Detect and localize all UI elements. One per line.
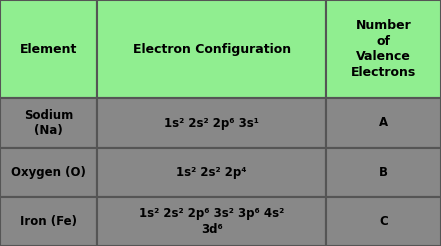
Text: Number
of
Valence
Electrons: Number of Valence Electrons <box>351 19 416 79</box>
Bar <box>0 98 97 148</box>
Text: C: C <box>379 215 388 228</box>
Text: 1s² 2s² 2p⁶ 3s² 3p⁶ 4s²
3d⁶: 1s² 2s² 2p⁶ 3s² 3p⁶ 4s² 3d⁶ <box>139 207 284 236</box>
Bar <box>0 197 97 246</box>
Text: B: B <box>379 166 388 179</box>
Bar <box>0 0 97 98</box>
Text: 1s² 2s² 2p⁴: 1s² 2s² 2p⁴ <box>176 166 247 179</box>
Bar <box>326 0 441 98</box>
Bar <box>326 98 441 148</box>
Bar <box>326 148 441 197</box>
Bar <box>97 98 326 148</box>
Bar <box>97 197 326 246</box>
Bar <box>0 148 97 197</box>
Text: Oxygen (O): Oxygen (O) <box>11 166 86 179</box>
Text: Element: Element <box>20 43 77 56</box>
Text: 1s² 2s² 2p⁶ 3s¹: 1s² 2s² 2p⁶ 3s¹ <box>164 117 259 129</box>
Bar <box>97 0 326 98</box>
Text: Electron Configuration: Electron Configuration <box>133 43 291 56</box>
Text: Sodium
(Na): Sodium (Na) <box>24 109 73 137</box>
Bar <box>326 197 441 246</box>
Bar <box>97 148 326 197</box>
Text: A: A <box>379 117 388 129</box>
Text: Iron (Fe): Iron (Fe) <box>20 215 77 228</box>
